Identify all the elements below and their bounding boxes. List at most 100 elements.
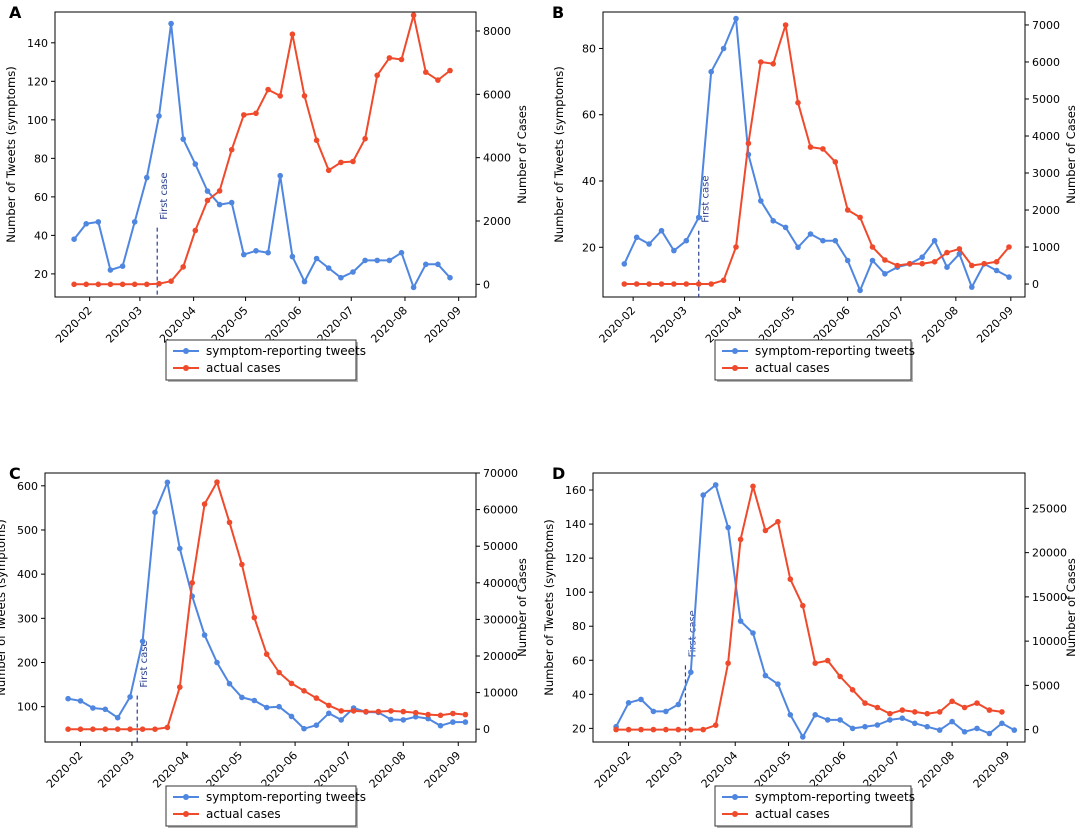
data-point [737, 618, 744, 624]
data-point [114, 726, 121, 732]
data-point [688, 726, 694, 733]
data-point [152, 509, 158, 516]
legend-swatch-marker [183, 365, 189, 371]
data-point [71, 281, 77, 288]
data-point [800, 734, 806, 740]
data-point [675, 701, 682, 708]
data-point [782, 224, 789, 231]
right-y-tick-label: 6000 [483, 88, 511, 101]
data-point [192, 161, 199, 167]
data-point [253, 110, 259, 117]
data-point [144, 281, 150, 288]
x-tick-label: 2020-03 [648, 304, 690, 346]
legend-swatch-marker [732, 348, 738, 354]
data-point [820, 146, 826, 152]
x-tick-label: 2020-09 [971, 749, 1013, 791]
right-y-tick-label: 15000 [1032, 591, 1067, 604]
first-case-label: First case [701, 176, 712, 223]
plot-frame [44, 472, 477, 743]
data-point [144, 174, 150, 181]
data-point [787, 712, 794, 718]
data-point [119, 281, 126, 288]
data-point [386, 55, 393, 61]
data-point [204, 197, 211, 204]
data-point [874, 704, 881, 711]
data-point [621, 281, 628, 287]
data-point [139, 638, 146, 645]
data-point [849, 725, 856, 732]
data-point [289, 31, 296, 37]
data-point [882, 257, 888, 263]
data-point [869, 257, 876, 264]
data-point [201, 501, 208, 507]
data-point [944, 249, 950, 256]
legend-label: actual cases [755, 361, 830, 375]
left-y-tick-label: 40 [572, 688, 586, 701]
series-cases [71, 12, 453, 288]
left-y-tick-label: 100 [565, 586, 586, 599]
data-point [675, 726, 682, 733]
left-y-tick-label: 120 [27, 75, 48, 88]
left-y-tick-label: 500 [17, 524, 38, 537]
data-point [251, 697, 258, 704]
data-point [936, 709, 943, 715]
data-point [289, 253, 296, 260]
data-point [621, 261, 628, 267]
data-point [204, 188, 211, 194]
series-line [623, 17, 1010, 292]
data-point [277, 172, 284, 179]
x-tick-label: 2020-04 [157, 304, 199, 346]
data-point [228, 199, 235, 206]
data-point [625, 726, 632, 733]
left-y-tick-label: 40 [34, 229, 48, 242]
data-point [462, 711, 469, 718]
data-point [228, 146, 235, 153]
data-point [695, 214, 702, 221]
data-point [820, 237, 826, 244]
x-tick-label: 2020-05 [756, 304, 798, 346]
series-cases [613, 483, 1005, 733]
data-point [638, 726, 644, 733]
data-point [131, 219, 138, 225]
first-case-label: First case [139, 640, 150, 687]
legend-box [165, 339, 357, 381]
data-point [683, 237, 690, 244]
data-point [65, 695, 71, 702]
left-y-tick-label: 140 [565, 518, 586, 531]
data-point [688, 669, 694, 675]
data-point [127, 726, 133, 732]
data-point [663, 726, 669, 733]
right-y-tick-label: 2000 [483, 215, 511, 228]
data-point [363, 708, 369, 715]
data-point [912, 720, 918, 727]
data-point [156, 280, 162, 287]
data-point [127, 694, 133, 700]
data-point [189, 580, 195, 586]
data-point [671, 247, 677, 254]
data-point [410, 12, 417, 18]
data-point [462, 719, 469, 725]
panel-b: B 20 40 60 80 0 1000 2000 3000 4000 5000 6000 7000 20… [552, 3, 1078, 382]
data-point [301, 93, 308, 99]
left-y-tick-label: 20 [572, 722, 586, 735]
data-point [862, 700, 868, 706]
left-y-tick-label: 400 [17, 568, 38, 581]
data-point [849, 687, 856, 693]
x-tick-label: 2020-04 [150, 749, 192, 791]
data-point [969, 262, 975, 269]
data-point [795, 99, 801, 106]
right-y-tick-label: 20000 [1032, 547, 1067, 560]
data-point [625, 700, 632, 706]
data-point [974, 700, 980, 706]
data-point [993, 267, 1000, 274]
left-y-tick-label: 60 [34, 191, 48, 204]
data-point [313, 255, 320, 262]
data-point [1011, 727, 1018, 733]
right-y-tick-label: 0 [483, 278, 490, 291]
right-y-tick-label: 20000 [483, 650, 518, 663]
data-point [862, 723, 868, 730]
data-point [912, 709, 918, 715]
x-tick-label: 2020-06 [259, 749, 301, 791]
data-point [919, 254, 925, 260]
data-point [712, 482, 719, 488]
